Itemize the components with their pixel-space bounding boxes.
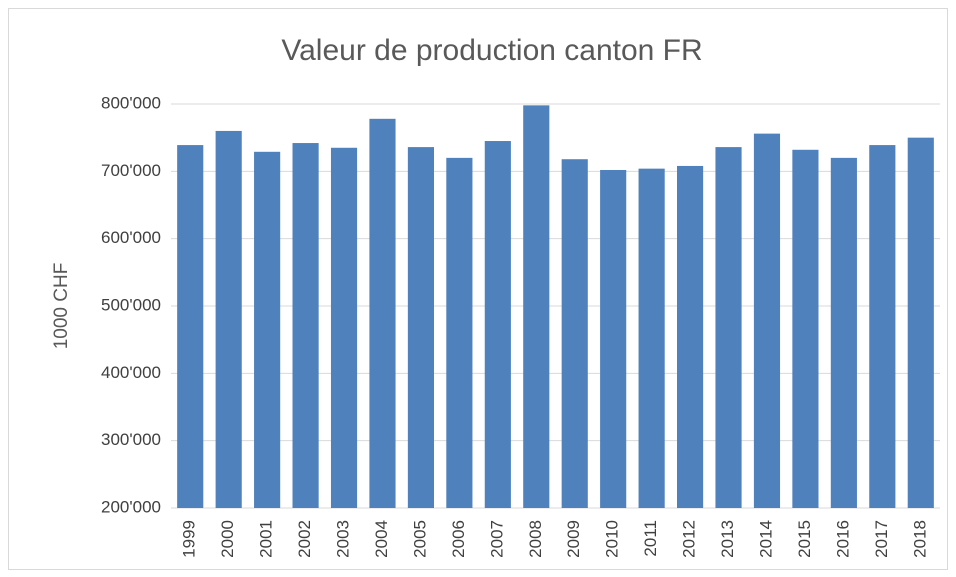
x-tick-label: 2011 [641,520,660,557]
bar [792,149,819,508]
y-tick-label: 400'000 [101,363,161,382]
bar [523,105,550,508]
bar [446,157,473,508]
x-tick-label: 2005 [410,520,429,558]
x-tick-label: 2013 [718,520,737,558]
bar [600,169,627,508]
bar [330,147,358,508]
bar [215,130,242,508]
y-tick-label: 500'000 [101,295,161,314]
x-tick-label: 2007 [487,520,506,558]
y-tick-label: 700'000 [101,161,161,180]
x-tick-label: 2006 [449,520,468,558]
bar [254,151,281,508]
x-tick-label: 2010 [603,520,622,558]
bar [715,147,742,509]
bar [638,168,665,508]
x-tick-label: 1999 [180,520,199,558]
y-tick-label: 800'000 [101,93,161,112]
x-tick-label: 2000 [218,520,237,558]
y-tick-label: 600'000 [101,228,161,247]
y-tick-label: 300'000 [101,430,161,449]
chart-frame [8,8,948,570]
bar [677,165,704,509]
bar [407,147,434,509]
x-tick-label: 2017 [872,520,891,558]
x-tick-label: 2016 [833,520,852,558]
chart-title: Valeur de production canton FR [281,34,702,67]
bar [561,159,588,509]
x-tick-label: 2003 [334,520,353,558]
x-tick-label: 2014 [756,520,775,558]
bar [869,145,896,508]
bar [369,118,396,509]
x-tick-label: 2002 [295,520,314,558]
x-tick-label: 2004 [372,520,391,558]
bar [907,137,934,508]
bar [830,157,857,508]
y-tick-label: 200'000 [101,497,161,516]
x-tick-label: 2009 [564,520,583,558]
x-tick-label: 2018 [910,520,929,558]
y-axis-label: 1000 CHF [51,263,72,350]
bar [177,145,204,508]
bar [753,133,781,509]
x-tick-label: 2001 [257,520,276,558]
x-tick-label: 2008 [526,520,545,558]
bar [292,143,319,508]
x-tick-label: 2015 [795,520,814,558]
x-tick-label: 2012 [680,520,699,558]
bar [484,141,511,509]
